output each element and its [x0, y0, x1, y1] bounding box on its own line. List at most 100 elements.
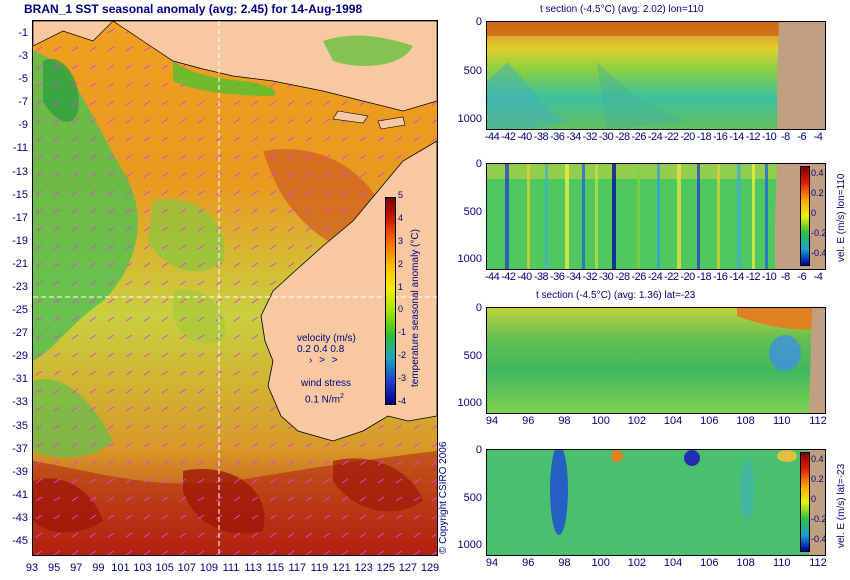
p1-x-tick: -4 [813, 131, 823, 143]
p2-x-tick: -42 [501, 271, 516, 283]
panel1-title: t section (-4.5°C) (avg: 2.02) lon=110 [540, 4, 704, 15]
velocity-legend-label: velocity (m/s) [297, 333, 356, 344]
vel-colorbar-tick: -0.2 [811, 228, 827, 238]
map-y-tick: -21 [12, 257, 28, 270]
vel-e-lat-panel [486, 449, 826, 556]
p4-x-tick: 106 [700, 557, 719, 569]
map-y-tick: -45 [12, 535, 28, 547]
vel-lon-colorbar [800, 166, 810, 266]
p4-x-tick: 112 [809, 557, 827, 569]
map-x-tick: 123 [354, 562, 373, 574]
velocity-stripe [637, 164, 640, 269]
velocity-stripe [505, 164, 509, 269]
p1-x-tick: -32 [582, 131, 598, 143]
p4-x-tick: 104 [663, 557, 683, 569]
p3-x-tick: 100 [591, 415, 610, 427]
vel-colorbar-tick: -0.4 [811, 248, 827, 258]
sst-colorbar-tick: 3 [398, 235, 404, 246]
p3-y-tick: 500 [463, 349, 482, 362]
velocity-stripe [545, 164, 548, 269]
p4-y-tick: 500 [463, 491, 482, 504]
copyright-label: © Copyright CSIRO 2006 [438, 441, 449, 554]
velocity-stripe [612, 164, 616, 269]
p1-x-tick: -16 [712, 131, 728, 143]
p2-x-tick: -12 [745, 271, 761, 283]
p2-x-tick: -30 [598, 271, 614, 283]
vel-colorbar-tick: 0.4 [811, 454, 824, 464]
p4-y-tick: 1000 [457, 539, 482, 551]
map-y-tick: -5 [18, 73, 28, 86]
p3-y-tick: 1000 [457, 397, 482, 409]
vel-colorbar-tick: 0 [811, 208, 817, 218]
p3-x-tick: 104 [663, 415, 683, 427]
map-y-tick: -11 [12, 142, 28, 155]
p1-x-tick: -34 [566, 131, 581, 143]
p2-x-tick: -32 [582, 271, 598, 283]
velocity-stripe [765, 164, 768, 269]
p2-x-tick: -8 [781, 271, 790, 283]
map-y-tick: -17 [12, 211, 28, 224]
sst-colorbar-tick: -1 [398, 327, 407, 338]
t-section-lat-panel [486, 307, 826, 414]
map-y-tick: -27 [12, 327, 28, 340]
map-x-tick: 111 [222, 562, 240, 574]
vel-colorbar-tick: 0.2 [811, 474, 824, 484]
wind-legend-label: wind stress [301, 378, 352, 389]
vel-lat-colorbar [800, 452, 810, 552]
velocity-stripe [527, 164, 530, 269]
t-section-lat-svg [487, 308, 825, 413]
p4-x-tick: 110 [772, 557, 791, 569]
p3-x-tick: 106 [700, 415, 719, 427]
t-section-lon-panel [486, 21, 826, 130]
p2-y-tick: 500 [463, 205, 482, 218]
p1-x-tick: -38 [533, 131, 549, 143]
p1-x-tick: -40 [517, 131, 532, 143]
p3-x-tick: 94 [485, 415, 499, 427]
velocity-stripe [565, 164, 569, 269]
vel-colorbar-tick: 0.2 [811, 188, 824, 198]
p2-x-tick: -18 [696, 271, 712, 283]
wind-legend-unit: 0.1 N/m [305, 394, 341, 406]
wind-legend-value: 0.1 N/m2 [305, 393, 344, 405]
sst-map-svg [33, 21, 437, 555]
vel-e-lat-svg [487, 450, 825, 555]
p4-x-tick: 96 [522, 557, 535, 569]
map-x-tick: 117 [288, 562, 307, 574]
wind-legend-exp: 2 [340, 393, 344, 400]
p2-x-tick: -28 [615, 271, 630, 283]
map-x-tick: 97 [70, 562, 83, 574]
velocity-stripe [752, 164, 755, 269]
p4-y-tick: 0 [475, 444, 482, 456]
p2-x-tick: -20 [680, 271, 695, 283]
map-y-tick: -43 [12, 511, 28, 524]
p1-x-tick: -22 [664, 131, 679, 143]
map-y-tick: -39 [12, 465, 28, 478]
sst-colorbar-tick: 1 [398, 281, 404, 292]
vel-colorbar-tick: 0.4 [811, 168, 824, 178]
map-x-tick: 121 [332, 562, 351, 574]
p1-x-tick: -42 [501, 131, 516, 143]
p1-x-tick: -12 [745, 131, 761, 143]
map-x-tick: 107 [177, 562, 196, 574]
vel-lon-colorbar-label: vel. E (m/s) lon=110 [836, 173, 847, 262]
map-y-tick: -7 [18, 96, 28, 109]
t-section-lon-svg [487, 22, 825, 129]
p2-y-tick: 1000 [457, 253, 482, 265]
vel-colorbar-tick: -0.2 [811, 514, 827, 524]
sst-colorbar [385, 197, 396, 405]
sst-colorbar-tick: 4 [398, 212, 404, 223]
p2-x-tick: -22 [664, 271, 679, 283]
map-y-tick: -33 [12, 396, 28, 409]
map-x-tick: 129 [420, 562, 440, 574]
p1-x-tick: -18 [696, 131, 712, 143]
p2-y-tick: 0 [475, 158, 482, 170]
velocity-legend-arrows: › ˃ > [309, 355, 340, 366]
map-y-tick: -25 [12, 304, 28, 317]
p3-x-tick: 96 [522, 415, 535, 427]
p2-x-tick: -16 [712, 271, 728, 283]
velocity-stripe [717, 164, 720, 269]
vel-e-lon-panel [486, 163, 826, 270]
velocity-stripe [677, 164, 681, 269]
map-y-tick: -3 [18, 50, 28, 63]
vel-e-lon-svg [487, 164, 825, 269]
